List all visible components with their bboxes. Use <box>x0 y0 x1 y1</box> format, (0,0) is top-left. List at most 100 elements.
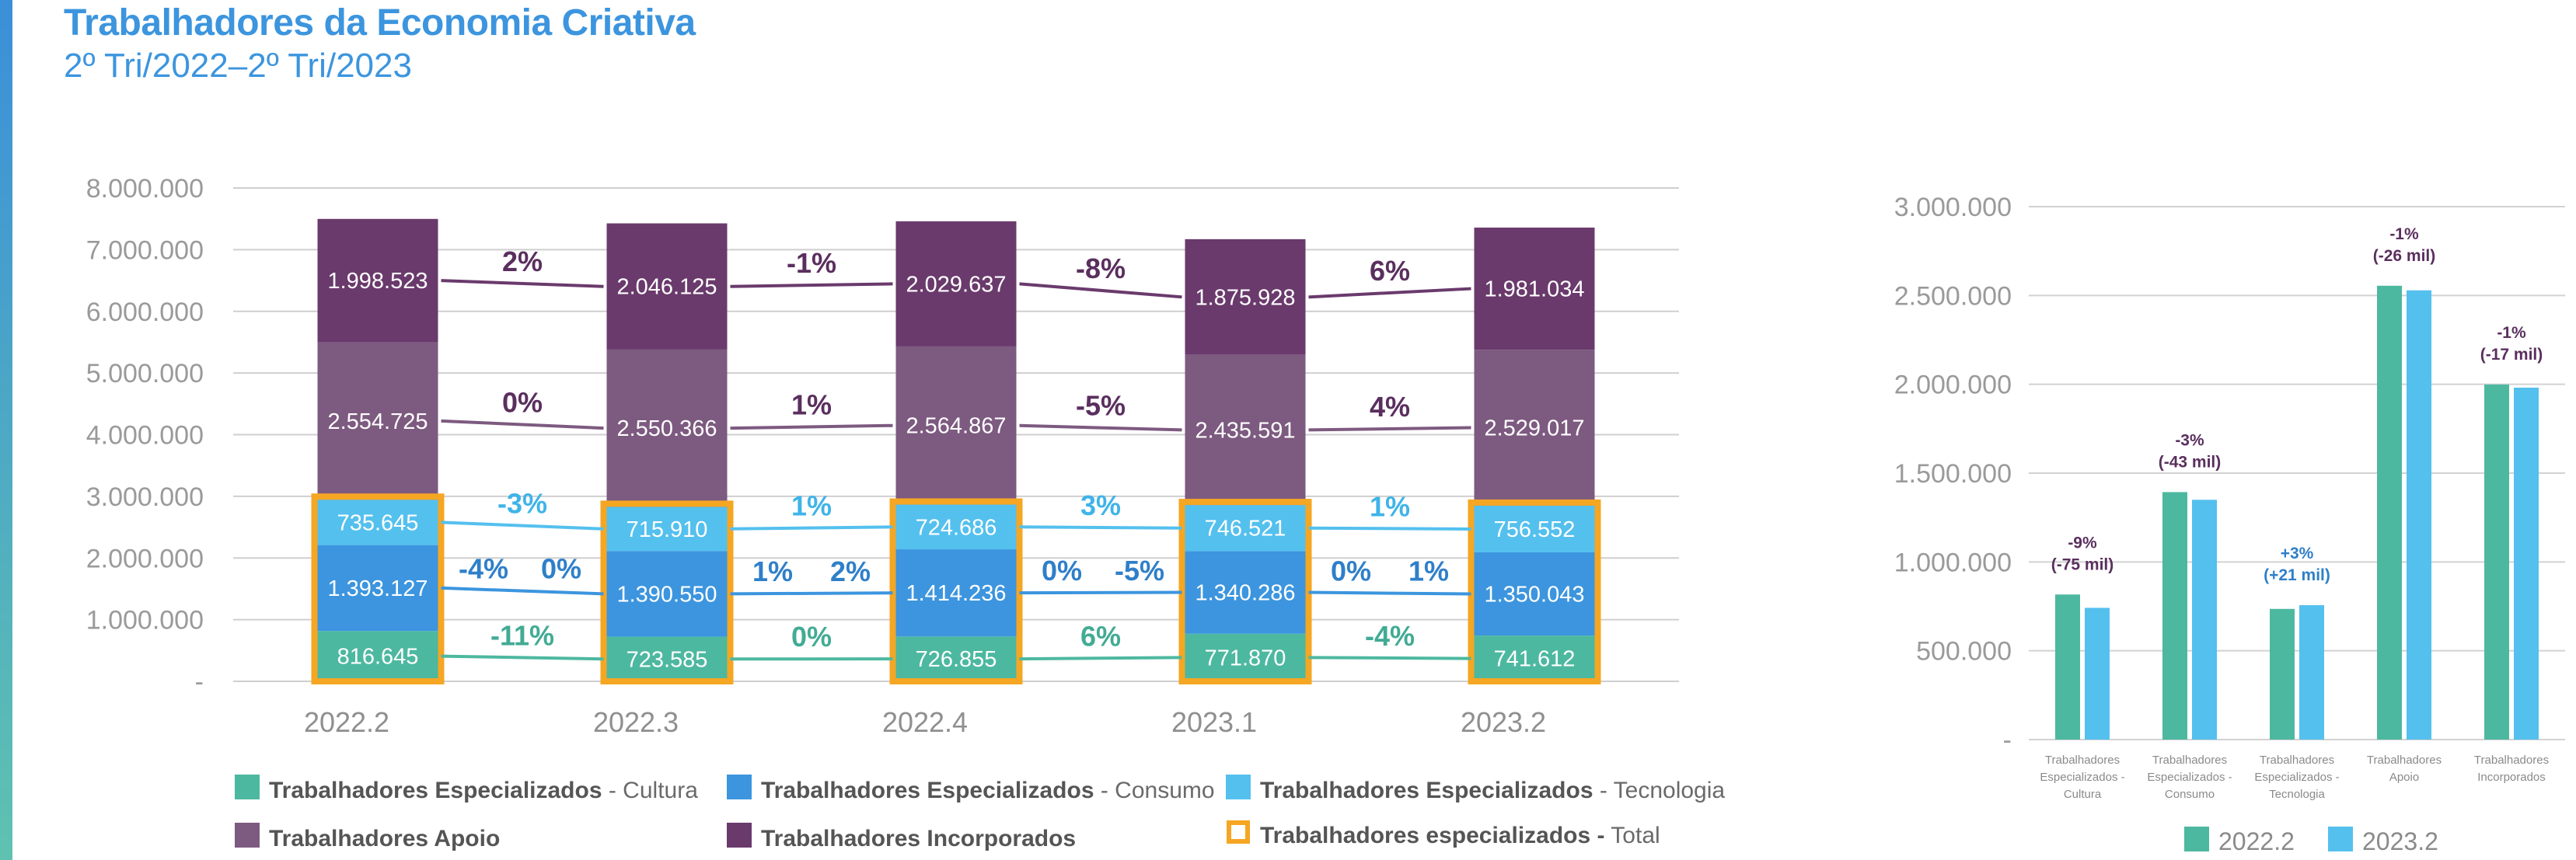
change-label-incorporados: -8% <box>1076 252 1126 284</box>
bar-segment-tecnologia <box>1474 505 1595 552</box>
y-tick-label-left: 2.000.000 <box>86 544 204 573</box>
x-tick-label-right: Especializados - <box>2040 771 2124 784</box>
x-tick-label-right: Trabalhadores <box>2367 754 2442 767</box>
change-label-consumo: 1% <box>1408 555 1449 587</box>
accent-bar <box>0 0 12 860</box>
bar-segment-consumo <box>1185 551 1306 634</box>
x-tick-label-left: 2022.2 <box>304 706 389 738</box>
data-label-cultura: 726.855 <box>916 647 997 672</box>
bar-segment-incorporados <box>895 221 1017 346</box>
y-tick-label-left: - <box>195 667 204 697</box>
legend-label-right: 2022.2 <box>2218 827 2295 855</box>
data-label-incorporados: 2.046.125 <box>616 275 717 300</box>
connector-line-incorporados <box>1308 287 1471 299</box>
change-label-total-especializados: -4% <box>459 553 508 585</box>
bar-segment-consumo <box>606 551 728 637</box>
x-tick-label-right: Tecnologia <box>2269 788 2325 801</box>
data-label-tecnologia: 735.645 <box>337 510 419 535</box>
data-label-cultura: 771.870 <box>1205 646 1286 670</box>
total-especializados-box <box>1468 499 1601 685</box>
legend-swatch-apoio <box>235 823 260 848</box>
bar-2022.2 <box>2484 385 2509 740</box>
annotation-abs: (-43 mil) <box>2159 453 2222 471</box>
change-label-apoio: 1% <box>791 388 832 420</box>
connector-line-incorporados <box>1019 282 1182 299</box>
annotation-abs: (-26 mil) <box>2373 247 2436 265</box>
annotation-pct: -1% <box>2389 225 2419 243</box>
data-label-incorporados: 2.029.637 <box>906 272 1006 297</box>
change-label-cultura: 6% <box>1080 620 1121 652</box>
data-label-apoio: 2.554.725 <box>327 409 428 434</box>
x-tick-label-right: Especializados - <box>2254 771 2339 784</box>
legend-swatch-right <box>2184 827 2209 851</box>
change-label-tecnologia: 1% <box>1370 490 1410 522</box>
legend-label-bold: Trabalhadores Especializados <box>761 778 1094 803</box>
legend-swatch-cultura <box>235 775 260 799</box>
data-label-incorporados: 1.981.034 <box>1484 277 1584 302</box>
legend-label-bold: Trabalhadores Especializados <box>1260 778 1593 803</box>
bar-segment-incorporados <box>1474 227 1595 350</box>
change-label-cultura: 0% <box>791 621 832 653</box>
data-label-apoio: 2.550.366 <box>616 416 717 441</box>
y-tick-label-left: 3.000.000 <box>86 482 204 512</box>
legend-label-total_box: Trabalhadores especializados - Total <box>1260 823 1660 848</box>
annotation-abs: (-75 mil) <box>2051 555 2114 573</box>
y-tick-label-left: 5.000.000 <box>86 359 204 388</box>
legend-label-rest: Total <box>1605 823 1660 848</box>
bar-2023.2 <box>2407 290 2431 740</box>
data-label-consumo: 1.414.236 <box>906 581 1006 606</box>
legend-swatch-consumo <box>727 775 752 799</box>
change-label-tecnologia: 1% <box>791 490 832 522</box>
bar-segment-cultura <box>1474 635 1595 681</box>
x-tick-label-right: Trabalhadores <box>2260 754 2334 767</box>
connector-line-cultura <box>441 654 604 661</box>
connector-line-cultura <box>1308 656 1471 660</box>
bar-2022.2 <box>2377 285 2402 740</box>
x-tick-label-left: 2022.3 <box>593 706 679 738</box>
annotation-pct: -9% <box>2068 534 2097 552</box>
data-label-cultura: 816.645 <box>337 645 419 670</box>
legend-label-bold: Trabalhadores especializados - <box>1260 823 1605 848</box>
connector-line-consumo <box>1308 590 1471 596</box>
data-label-apoio: 2.435.591 <box>1195 418 1295 443</box>
legend-label-bold: Trabalhadores Incorporados <box>761 826 1076 851</box>
x-tick-label-right: Incorporados <box>2477 771 2546 784</box>
data-label-consumo: 1.350.043 <box>1484 583 1584 608</box>
bar-2023.2 <box>2085 608 2110 740</box>
bar-2023.2 <box>2514 388 2539 740</box>
bar-segment-cultura <box>895 636 1017 681</box>
connector-line-consumo <box>441 586 604 596</box>
data-label-tecnologia: 724.686 <box>916 515 997 540</box>
legend-label-right: 2023.2 <box>2362 827 2438 855</box>
connector-line-incorporados <box>730 282 893 288</box>
x-tick-label-right: Trabalhadores <box>2152 754 2227 767</box>
change-label-total-especializados: 1% <box>752 555 793 587</box>
change-label-incorporados: -1% <box>787 247 836 279</box>
legend-label-rest: - Tecnologia <box>1593 778 1726 803</box>
legend-label-cultura: Trabalhadores Especializados - Cultura <box>269 778 698 803</box>
change-label-consumo: -5% <box>1115 555 1164 587</box>
x-tick-label-right: Cultura <box>2064 788 2102 801</box>
y-tick-label-left: 7.000.000 <box>86 235 204 265</box>
bar-2022.2 <box>2055 594 2080 740</box>
y-tick-label-right: 3.000.000 <box>1894 193 2012 222</box>
connector-line-consumo <box>1019 590 1182 595</box>
y-tick-label-right: 500.000 <box>1916 637 2012 667</box>
legend-swatch-tecnologia <box>1226 775 1251 799</box>
bar-segment-tecnologia <box>895 504 1017 550</box>
bar-2023.2 <box>2192 500 2217 740</box>
bar-segment-apoio <box>895 346 1017 505</box>
x-tick-label-right: Trabalhadores <box>2474 754 2549 767</box>
connector-line-apoio <box>441 419 604 430</box>
change-label-incorporados: 6% <box>1370 255 1410 287</box>
annotation-pct: -3% <box>2175 431 2204 449</box>
connector-line-tecnologia <box>730 525 893 531</box>
bar-segment-tecnologia <box>1185 505 1306 552</box>
connector-line-tecnologia <box>1308 526 1471 531</box>
y-tick-label-right: 2.000.000 <box>1894 371 2012 400</box>
bar-segment-incorporados <box>606 223 728 350</box>
connector-line-apoio <box>1019 423 1182 432</box>
legend-label-consumo: Trabalhadores Especializados - Consumo <box>761 778 1215 803</box>
y-tick-label-left: 4.000.000 <box>86 421 204 451</box>
x-tick-label-right: Apoio <box>2389 771 2419 784</box>
